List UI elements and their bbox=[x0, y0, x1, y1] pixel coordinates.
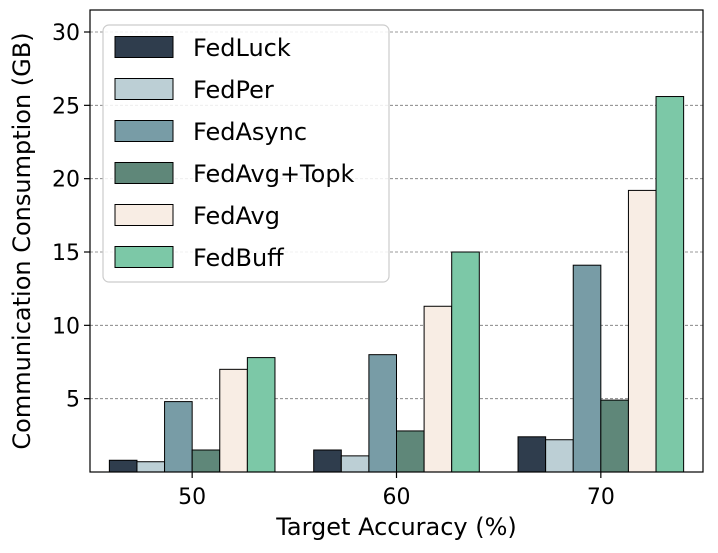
y-axis-ticks: 5 10 15 20 25 30 bbox=[52, 21, 90, 413]
bar-fedluck-70 bbox=[517, 436, 547, 473]
x-tick-label: 70 bbox=[587, 485, 615, 510]
legend-label: FedPer bbox=[193, 76, 274, 104]
bar-fedluck-50 bbox=[108, 459, 138, 473]
bar-fedasync-50 bbox=[164, 401, 193, 473]
legend-swatch bbox=[114, 78, 174, 100]
x-axis-ticks: 50 60 70 bbox=[178, 472, 615, 510]
y-tick-label: 20 bbox=[52, 168, 80, 193]
bar-fedavg-70 bbox=[627, 189, 657, 473]
y-tick-label: 5 bbox=[66, 388, 80, 413]
bar-fedbuff-60 bbox=[451, 251, 480, 473]
bar-fedluck-60 bbox=[313, 449, 342, 473]
x-tick-label: 60 bbox=[383, 485, 411, 510]
x-tick-label: 50 bbox=[178, 485, 206, 510]
bar-fedavg-topk-70 bbox=[600, 399, 629, 473]
y-tick-label: 10 bbox=[52, 314, 80, 339]
legend-swatch bbox=[114, 120, 174, 142]
bar-fedasync-60 bbox=[368, 354, 397, 473]
legend-swatch bbox=[114, 204, 174, 226]
y-axis-label: Communication Consumption (GB) bbox=[8, 32, 36, 449]
legend-label: FedBuff bbox=[193, 244, 284, 272]
bar-fedasync-70 bbox=[572, 264, 602, 473]
y-tick-label: 30 bbox=[52, 21, 80, 46]
legend: FedLuck FedPer FedAsync FedAvg+Topk FedAvg Fe… bbox=[102, 24, 390, 283]
bar-fedbuff-70 bbox=[655, 96, 685, 473]
x-axis-label: Target Accuracy (%) bbox=[275, 513, 517, 541]
legend-box bbox=[102, 24, 390, 283]
legend-swatch bbox=[114, 246, 174, 268]
legend-swatch bbox=[114, 36, 174, 58]
bar-fedper-50 bbox=[136, 461, 166, 473]
y-tick-label: 25 bbox=[52, 94, 80, 119]
legend-label: FedLuck bbox=[193, 34, 291, 62]
legend-label: FedAvg+Topk bbox=[193, 160, 355, 188]
bar-fedavg-topk-50 bbox=[191, 449, 221, 473]
plot-frame bbox=[89, 9, 704, 473]
bar-fedper-70 bbox=[545, 439, 574, 473]
bar-fedavg-topk-60 bbox=[396, 430, 425, 473]
bar-fedbuff-50 bbox=[246, 357, 276, 473]
legend-label: FedAsync bbox=[193, 118, 307, 146]
bar-fedavg-50 bbox=[219, 368, 248, 473]
legend-label: FedAvg bbox=[193, 202, 280, 230]
bar-fedper-60 bbox=[340, 455, 370, 473]
y-tick-label: 15 bbox=[52, 241, 80, 266]
legend-swatch bbox=[114, 162, 174, 184]
bar-fedavg-60 bbox=[423, 305, 453, 473]
